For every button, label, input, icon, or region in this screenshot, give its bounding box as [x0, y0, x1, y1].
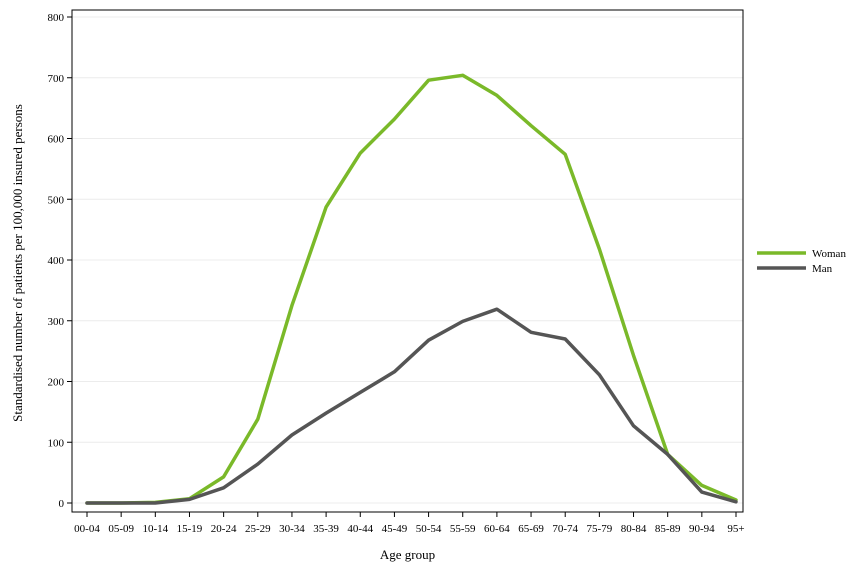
legend-label-woman: Woman — [812, 248, 846, 260]
y-tick-label: 500 — [48, 194, 65, 206]
x-tick-label: 80-84 — [621, 523, 647, 535]
y-tick-label: 200 — [48, 377, 65, 389]
grid-layer — [72, 16, 743, 504]
x-tick-label: 05-09 — [108, 523, 134, 535]
legend: Woman Man — [757, 248, 846, 275]
x-axis-title: Age group — [380, 547, 435, 562]
x-tick-label: 90-94 — [689, 523, 715, 535]
x-tick-label: 30-34 — [279, 523, 305, 535]
x-tick-label: 55-59 — [450, 523, 476, 535]
series-line-man — [85, 307, 738, 505]
x-tick-label: 45-49 — [382, 523, 408, 535]
y-tick-label: 800 — [48, 12, 65, 24]
x-axis: 00-04 05-09 10-14 15-19 20-24 25-29 30-34 35-39… — [74, 512, 745, 535]
x-tick-label: 35-39 — [313, 523, 339, 535]
y-tick-label: 400 — [48, 255, 65, 267]
y-tick-label: 100 — [48, 437, 65, 449]
y-tick-label: 300 — [48, 316, 65, 328]
x-tick-label: 15-19 — [177, 523, 203, 535]
legend-label-man: Man — [812, 263, 833, 275]
x-tick-label: 85-89 — [655, 523, 681, 535]
y-tick-label: 0 — [59, 498, 65, 510]
series-layer — [85, 73, 738, 505]
x-tick-label: 95+ — [727, 523, 744, 535]
x-tick-label: 70-74 — [552, 523, 578, 535]
plot-frame — [71, 9, 744, 513]
x-tick-label: 50-54 — [416, 523, 442, 535]
x-tick-label: 60-64 — [484, 523, 510, 535]
x-tick-label: 65-69 — [518, 523, 544, 535]
y-axis: 0 100 200 300 400 500 600 700 800 — [48, 12, 72, 510]
x-tick-label: 40-44 — [347, 523, 373, 535]
x-tick-label: 10-14 — [142, 523, 168, 535]
y-axis-title: Standardised number of patients per 100,… — [10, 104, 25, 422]
x-tick-label: 20-24 — [211, 523, 237, 535]
series-line-woman — [85, 73, 738, 505]
x-tick-label: 25-29 — [245, 523, 271, 535]
y-tick-label: 600 — [48, 134, 65, 146]
x-tick-label: 75-79 — [587, 523, 613, 535]
y-tick-label: 700 — [48, 73, 65, 85]
x-tick-label: 00-04 — [74, 523, 100, 535]
